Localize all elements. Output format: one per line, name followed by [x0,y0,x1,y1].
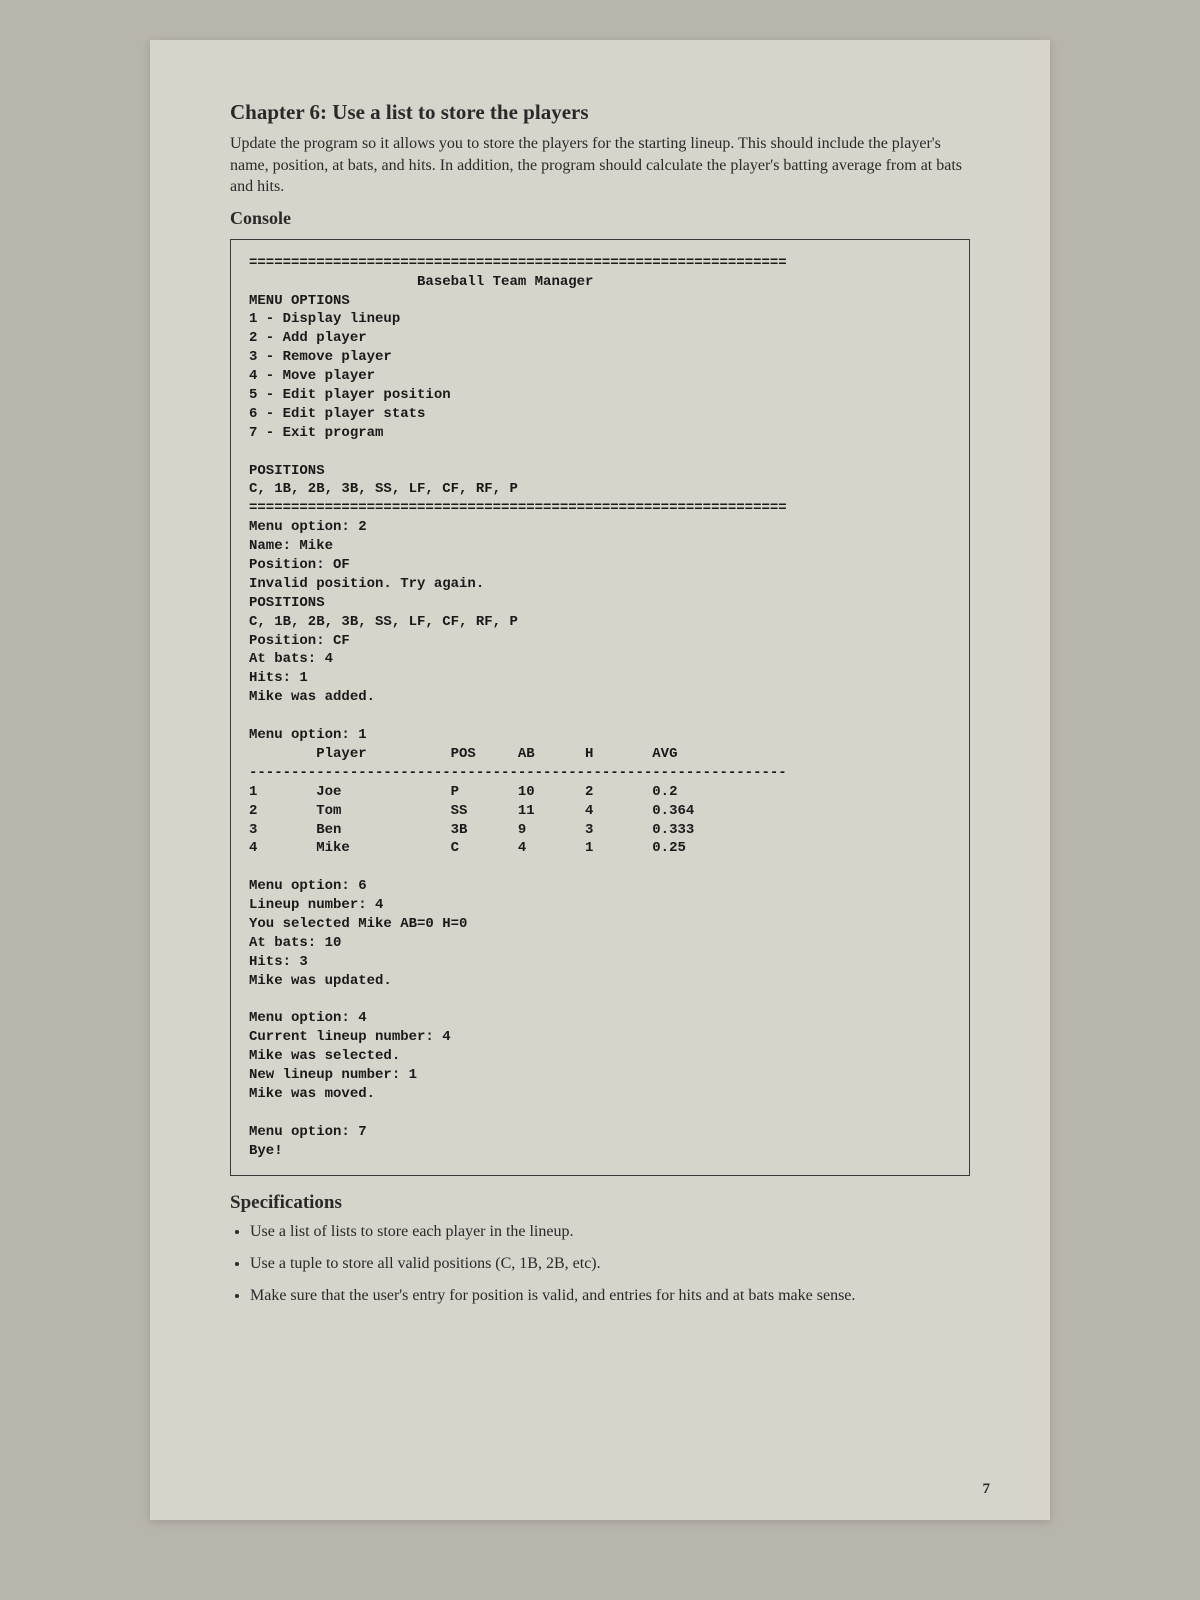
session-line: Lineup number: 4 [249,897,383,913]
page-number: 7 [983,1481,991,1498]
lineup-menu-option: Menu option: 1 [249,727,367,743]
session-line: New lineup number: 1 [249,1067,417,1083]
console-title: Baseball Team Manager [249,274,593,290]
session-line: Hits: 3 [249,954,308,970]
specifications-list: Use a list of lists to store each player… [230,1220,970,1308]
chapter-title: Chapter 6: Use a list to store the playe… [230,100,970,125]
session-line: Position: OF [249,557,350,573]
menu-option-3: 3 - Remove player [249,349,392,365]
menu-option-4: 4 - Move player [249,368,375,384]
spec-item: Use a tuple to store all valid positions… [250,1252,970,1276]
session-line: Hits: 1 [249,670,308,686]
session-line: At bats: 10 [249,935,341,951]
hr-single: ----------------------------------------… [249,765,787,781]
positions-label: POSITIONS [249,463,325,479]
spec-item: Make sure that the user's entry for posi… [250,1284,970,1308]
paper-page: Chapter 6: Use a list to store the playe… [150,40,1050,1520]
menu-option-6: 6 - Edit player stats [249,406,425,422]
session-line: You selected Mike AB=0 H=0 [249,916,467,932]
session-line: Name: Mike [249,538,333,554]
menu-options-label: MENU OPTIONS [249,293,350,309]
positions-list: C, 1B, 2B, 3B, SS, LF, CF, RF, P [249,481,518,497]
session-line: Invalid position. Try again. [249,576,484,592]
table-row: 2 Tom SS 11 4 0.364 [249,803,694,819]
session-line: Current lineup number: 4 [249,1029,451,1045]
table-header: Player POS AB H AVG [249,746,677,762]
hr-double: ========================================… [249,500,787,516]
session-line: At bats: 4 [249,651,333,667]
table-row: 1 Joe P 10 2 0.2 [249,784,677,800]
session-line: Menu option: 4 [249,1010,367,1026]
session-line: Menu option: 6 [249,878,367,894]
session-line: Menu option: 7 [249,1124,367,1140]
menu-option-2: 2 - Add player [249,330,367,346]
specifications-heading: Specifications [230,1192,970,1214]
session-line: Mike was selected. [249,1048,400,1064]
table-row: 4 Mike C 4 1 0.25 [249,840,686,856]
session-line: Position: CF [249,633,350,649]
menu-option-7: 7 - Exit program [249,425,383,441]
session-line: POSITIONS [249,595,325,611]
menu-option-5: 5 - Edit player position [249,387,451,403]
table-row: 3 Ben 3B 9 3 0.333 [249,822,694,838]
menu-option-1: 1 - Display lineup [249,311,400,327]
session-line: C, 1B, 2B, 3B, SS, LF, CF, RF, P [249,614,518,630]
hr-double: ========================================… [249,255,787,271]
console-box: ========================================… [230,239,970,1176]
session-line: Mike was moved. [249,1086,375,1102]
console-heading: Console [230,208,970,229]
session-line: Menu option: 2 [249,519,367,535]
session-line: Bye! [249,1143,283,1159]
session-line: Mike was added. [249,689,375,705]
session-line: Mike was updated. [249,973,392,989]
intro-paragraph: Update the program so it allows you to s… [230,133,970,198]
page-background: Chapter 6: Use a list to store the playe… [0,0,1200,1600]
spec-item: Use a list of lists to store each player… [250,1220,970,1244]
